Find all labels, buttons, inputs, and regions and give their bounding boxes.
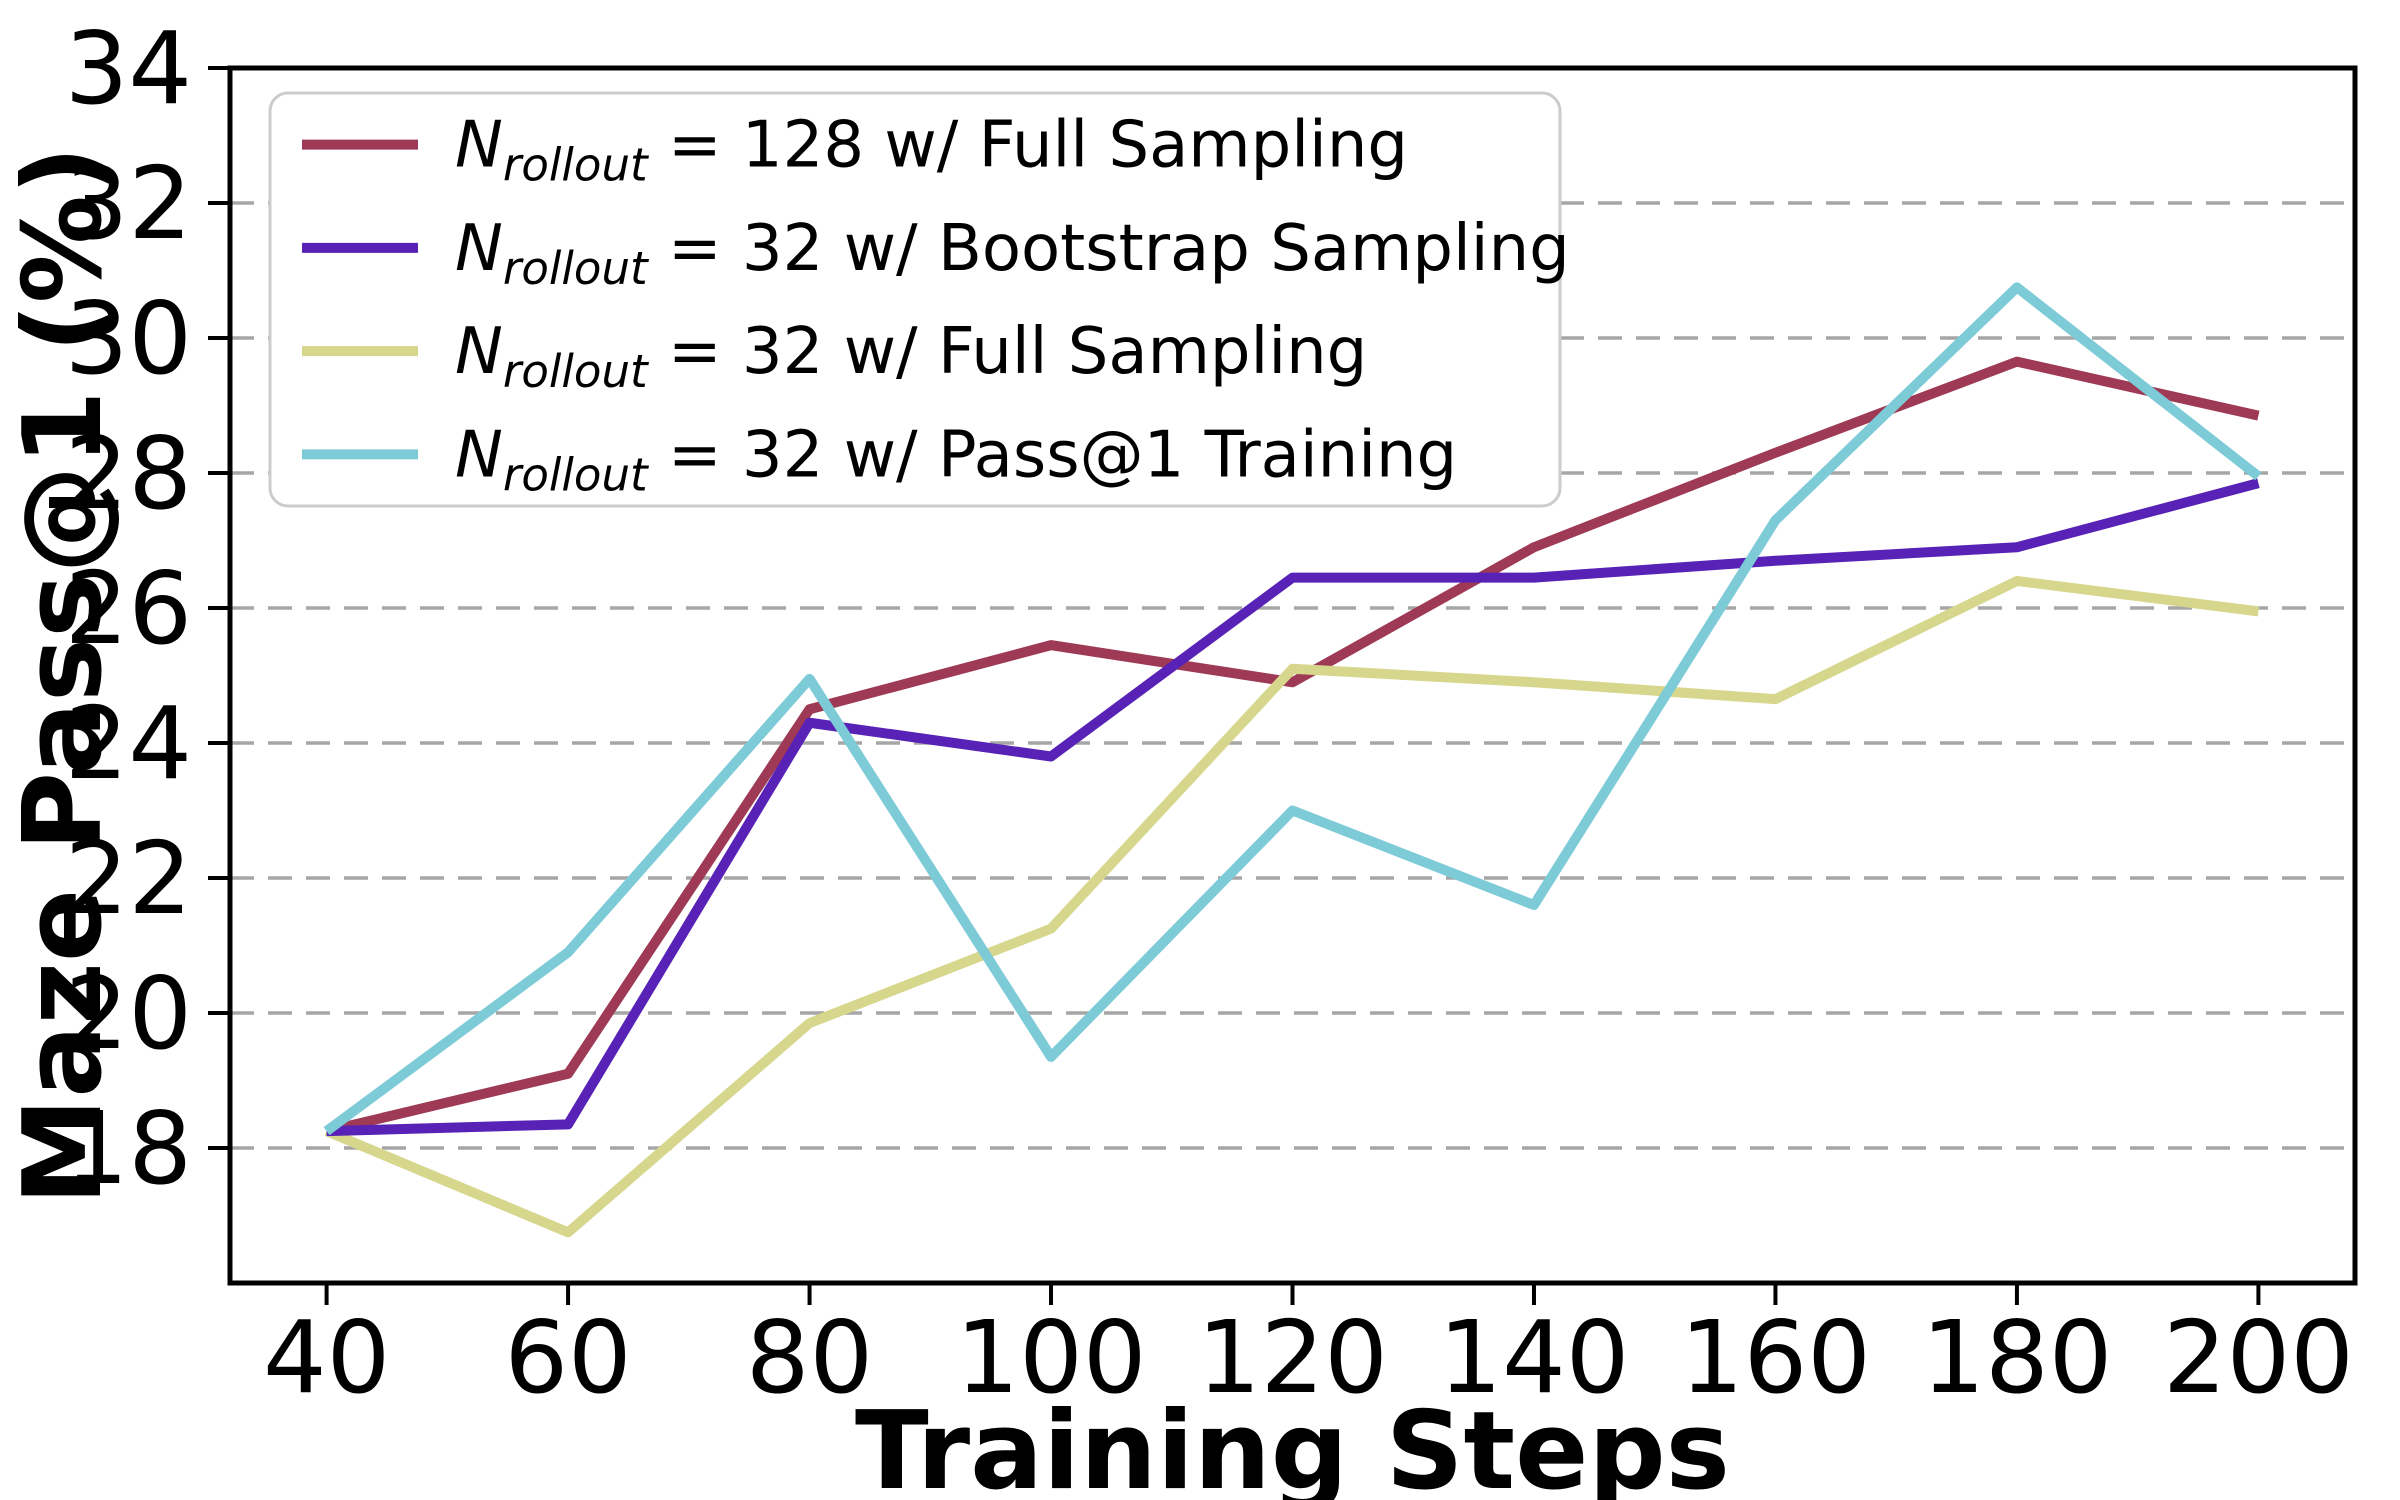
legend-item-n32-bootstrap-sampling: Nrollout = 32 w/ Bootstrap Sampling	[302, 212, 1570, 295]
y-tick-label: 34	[65, 10, 192, 127]
y-tick-label: 20	[65, 955, 192, 1072]
x-tick-label: 140	[1439, 1299, 1630, 1416]
x-tick-label: 60	[504, 1299, 631, 1416]
x-tick-label: 200	[2163, 1299, 2354, 1416]
x-tick-label: 100	[956, 1299, 1147, 1416]
y-tick-label: 28	[65, 415, 192, 532]
legend-label-n128-full-sampling: Nrollout = 128 w/ Full Sampling	[455, 109, 1408, 192]
legend-item-n128-full-sampling: Nrollout = 128 w/ Full Sampling	[302, 109, 1408, 192]
y-tick-label: 22	[65, 820, 192, 937]
y-tick-label: 24	[65, 685, 192, 802]
y-tick-label: 30	[65, 280, 192, 397]
series-line-n32-bootstrap-sampling	[326, 478, 2260, 1137]
series-line-n32-pass1-training	[323, 282, 2262, 1136]
x-tick-label: 120	[1197, 1299, 1388, 1416]
legend-label-n32-full-sampling: Nrollout = 32 w/ Full Sampling	[455, 315, 1367, 398]
x-tick-label: 80	[746, 1299, 873, 1416]
y-axis-title: Maze Pass@1 (%)	[1, 146, 126, 1205]
x-axis-title: Training Steps	[855, 1389, 1730, 1500]
y-tick-label: 26	[65, 550, 192, 667]
series-line-n128-full-sampling	[325, 356, 2260, 1136]
legend-item-n32-pass1-training: Nrollout = 32 w/ Pass@1 Training	[302, 418, 1457, 501]
legend: Nrollout = 128 w/ Full Sampling Nrollout …	[268, 91, 1570, 508]
legend-box	[268, 91, 1562, 508]
series-line-n32-full-sampling	[324, 576, 2260, 1238]
x-tick-label: 180	[1921, 1299, 2112, 1416]
y-tick-label: 32	[65, 145, 192, 262]
legend-label-n32-bootstrap-sampling: Nrollout = 32 w/ Bootstrap Sampling	[455, 212, 1570, 295]
x-tick-label: 40	[263, 1299, 390, 1416]
legend-label-n32-pass1-training: Nrollout = 32 w/ Pass@1 Training	[455, 418, 1457, 501]
legend-item-n32-full-sampling: Nrollout = 32 w/ Full Sampling	[302, 315, 1367, 398]
y-tick-label: 18	[65, 1090, 192, 1207]
x-tick-label: 160	[1680, 1299, 1871, 1416]
